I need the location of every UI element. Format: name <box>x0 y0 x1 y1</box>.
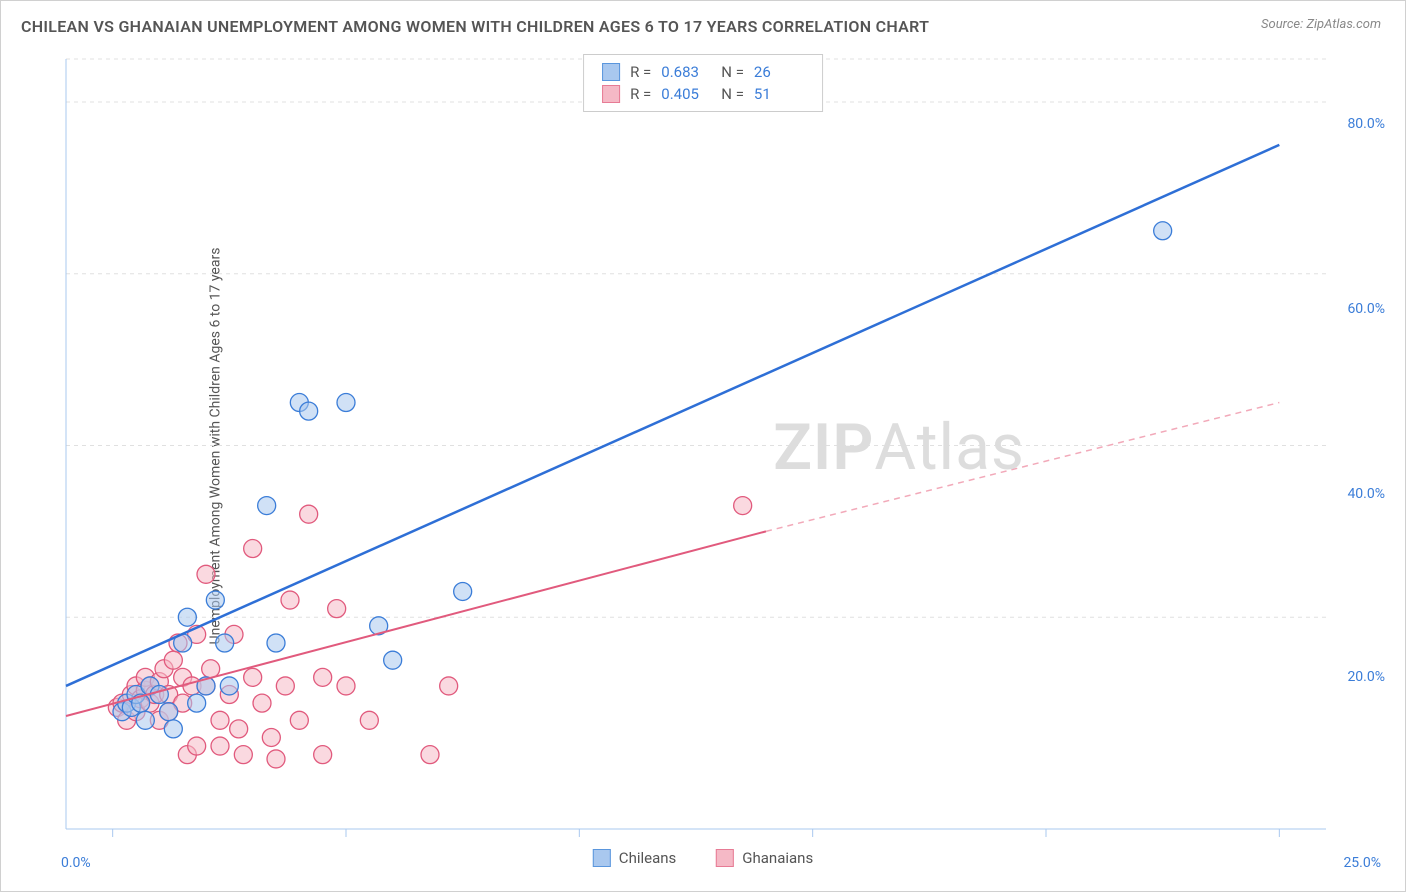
n-value: 26 <box>754 63 804 81</box>
swatch-icon <box>593 849 611 867</box>
source-attribution: Source: ZipAtlas.com <box>1261 17 1381 32</box>
legend-item-ghanaians: Ghanaians <box>716 849 813 867</box>
y-tick-40: 40.0% <box>1347 486 1385 502</box>
n-label: N = <box>721 63 744 81</box>
x-tick-0: 0.0% <box>61 855 91 871</box>
chart-title: CHILEAN VS GHANAIAN UNEMPLOYMENT AMONG W… <box>21 17 929 36</box>
n-value: 51 <box>754 85 804 103</box>
y-tick-80: 80.0% <box>1347 116 1385 132</box>
swatch-icon <box>602 63 620 81</box>
swatch-icon <box>602 85 620 103</box>
plot-area <box>56 49 1386 839</box>
y-tick-20: 20.0% <box>1347 669 1385 685</box>
swatch-icon <box>716 849 734 867</box>
legend-item-chileans: Chileans <box>593 849 676 867</box>
series-legend: Chileans Ghanaians <box>593 849 813 867</box>
y-tick-60: 60.0% <box>1347 301 1385 317</box>
legend-label: Chileans <box>619 849 676 867</box>
r-label: R = <box>630 85 651 103</box>
stats-row-chileans: R = 0.683 N = 26 <box>602 61 804 83</box>
chart-container: CHILEAN VS GHANAIAN UNEMPLOYMENT AMONG W… <box>0 0 1406 892</box>
source-link[interactable]: ZipAtlas.com <box>1306 17 1381 32</box>
r-value: 0.683 <box>661 63 711 81</box>
stats-legend-box: R = 0.683 N = 26 R = 0.405 N = 51 <box>583 54 823 112</box>
r-value: 0.405 <box>661 85 711 103</box>
source-label: Source: <box>1261 17 1306 32</box>
legend-label: Ghanaians <box>742 849 813 867</box>
scatter-plot-svg <box>56 49 1386 839</box>
n-label: N = <box>721 85 744 103</box>
r-label: R = <box>630 63 651 81</box>
x-tick-25: 25.0% <box>1343 855 1381 871</box>
stats-row-ghanaians: R = 0.405 N = 51 <box>602 83 804 105</box>
